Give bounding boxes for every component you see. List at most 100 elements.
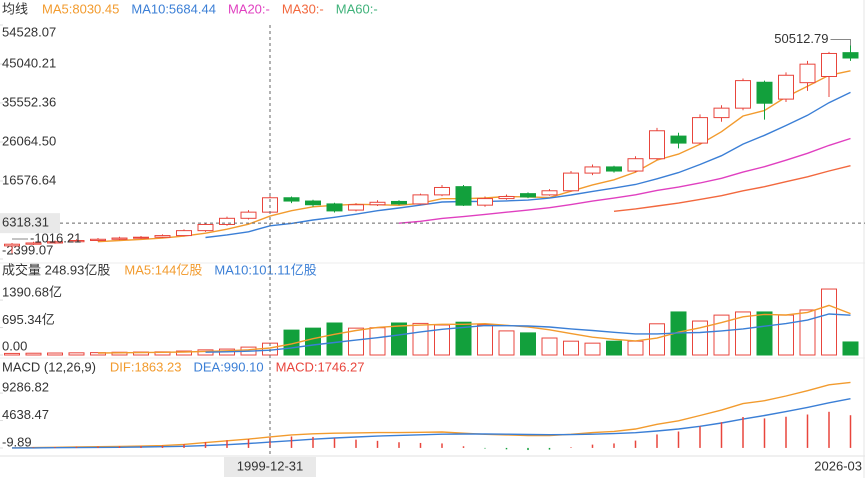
ma-line: [205, 91, 851, 239]
ma-line: [398, 137, 851, 224]
y-tick-label: -9.89: [2, 434, 32, 449]
candle-body: [326, 203, 343, 212]
candle-body: [584, 166, 601, 174]
candle-body: [111, 237, 128, 240]
legend-entry: MA10:101.11亿股: [214, 262, 316, 277]
volume-bar: [68, 352, 85, 356]
candle-body: [305, 200, 321, 206]
volume-bar: [520, 332, 536, 356]
volume-bar: [692, 320, 708, 356]
candle-body: [197, 223, 214, 232]
volume-bar: [25, 352, 42, 356]
candle-body: [563, 172, 579, 192]
legend-entry: MA10:5684.44: [131, 1, 216, 16]
crosshair-y-box: [0, 213, 60, 234]
volume-bar: [606, 340, 622, 356]
candle-body: [133, 236, 149, 239]
volume-bar: [627, 340, 644, 356]
legend-title: 均线: [2, 1, 28, 16]
ma-line: [97, 70, 851, 243]
candle-body: [498, 196, 515, 200]
candle-body: [4, 243, 20, 247]
candle-body: [778, 74, 794, 100]
ma-line: [97, 304, 851, 354]
y-tick-label: 16576.64: [2, 172, 56, 187]
min-label: -1016.21: [30, 230, 81, 245]
y-tick-label: 26064.50: [2, 133, 56, 148]
volume-bar: [713, 314, 730, 356]
volume-bar: [4, 352, 20, 356]
legend-title: MACD (12,26,9): [2, 359, 96, 374]
candle-body: [154, 235, 171, 238]
ma-line: [11, 381, 851, 449]
candle-body: [455, 186, 472, 206]
candle-body: [219, 217, 235, 225]
candle-body: [735, 80, 751, 109]
candle-body: [842, 52, 859, 59]
legend-title: 成交量 248.93亿股: [2, 262, 110, 277]
candle-body: [176, 230, 192, 237]
volume-bar: [477, 324, 493, 356]
volume-bar: [176, 350, 192, 356]
candle-body: [756, 81, 773, 104]
legend-entry: MA5:8030.45: [42, 1, 119, 16]
candle-body: [821, 52, 837, 77]
y-tick-label: 54528.07: [2, 24, 56, 39]
volume-bar: [584, 342, 601, 356]
volume-bar: [756, 311, 773, 356]
candle-body: [670, 135, 687, 144]
crosshair-y-label: 6318.31: [2, 215, 49, 230]
candle-body: [25, 242, 42, 245]
volume-bar: [348, 327, 364, 356]
x-tick-label: 2026-03: [814, 458, 862, 473]
candle-body: [348, 204, 364, 211]
y-tick-label: 45040.21: [2, 55, 56, 70]
volume-bar: [498, 330, 515, 356]
volume-bar: [541, 337, 558, 356]
candle-body: [606, 166, 622, 172]
crosshair-x-box: [224, 457, 316, 477]
x-tick-label: 1999-12-31: [237, 458, 304, 473]
y-tick-label: 4638.47: [2, 407, 49, 422]
y-tick-label: 0.00: [2, 338, 27, 353]
candle-body: [90, 238, 106, 242]
ma-line: [205, 313, 851, 353]
y-tick-label: 35552.36: [2, 94, 56, 109]
volume-bar: [455, 321, 472, 356]
volume-bar: [799, 309, 816, 356]
volume-bar: [412, 322, 429, 356]
candle-body: [240, 211, 257, 219]
volume-bar: [305, 327, 321, 356]
candle-body: [434, 186, 450, 196]
candle-body: [541, 190, 558, 196]
candle-body: [799, 63, 816, 84]
candle-body: [520, 193, 536, 198]
volume-bar: [563, 340, 579, 356]
y-tick-label: 695.34亿: [2, 312, 55, 327]
legend-entry: MA30:-: [282, 1, 324, 16]
legend-entry: MA60:-: [336, 1, 378, 16]
y-tick-label: 9286.82: [2, 380, 49, 395]
volume-bar: [326, 322, 343, 356]
candle-body: [713, 107, 730, 119]
legend-entry: DEA:990.10: [193, 359, 263, 374]
candle-body: [627, 158, 644, 172]
candle-body: [391, 200, 407, 205]
candle-body: [412, 194, 429, 205]
candle-body: [649, 130, 665, 160]
candle-body: [369, 201, 386, 206]
volume-bar: [842, 341, 859, 356]
legend-entry: DIF:1863.23: [110, 359, 182, 374]
max-leader: [830, 39, 851, 46]
legend-entry: MA5:144亿股: [124, 262, 202, 277]
legend-entry: MACD:1746.27: [276, 359, 365, 374]
candle-body: [68, 240, 85, 243]
volume-bar: [369, 327, 386, 356]
volume-bar: [47, 352, 63, 356]
candle-body: [283, 197, 300, 202]
ma-line: [613, 165, 851, 212]
candle-body: [477, 198, 493, 206]
candle-body: [692, 117, 708, 144]
volume-bar: [735, 311, 751, 356]
